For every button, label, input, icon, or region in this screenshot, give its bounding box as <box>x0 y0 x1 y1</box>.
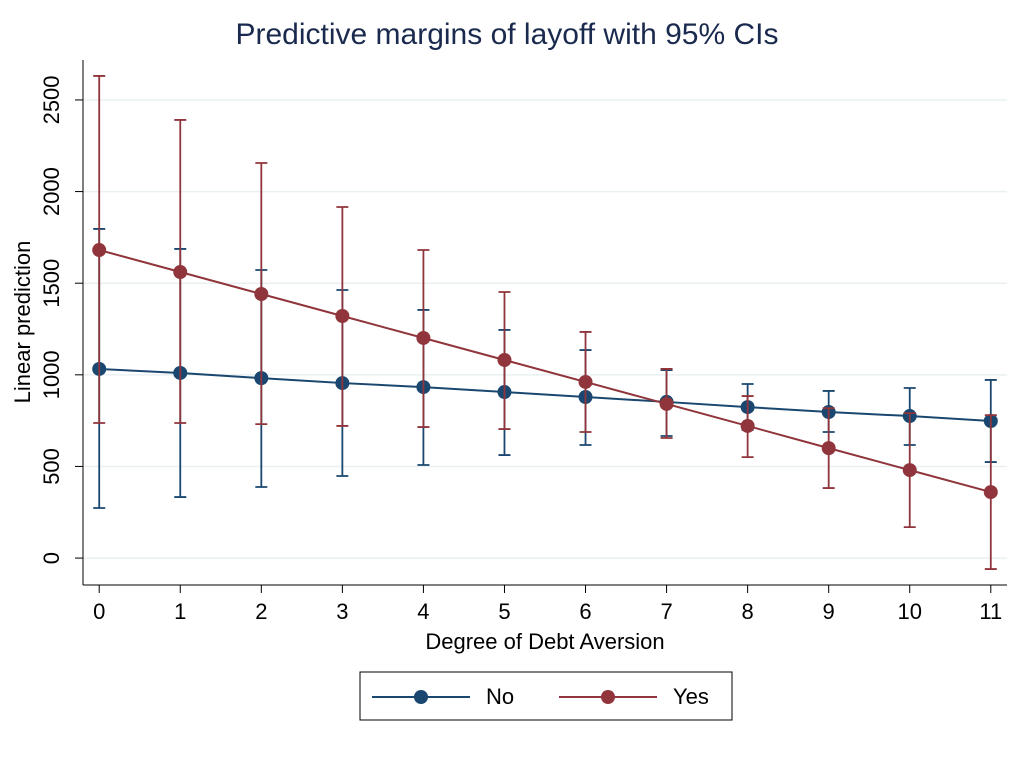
point <box>497 352 512 367</box>
y-tick-label: 2000 <box>39 167 64 216</box>
legend-marker <box>414 690 428 704</box>
point <box>254 287 269 302</box>
point <box>578 374 593 389</box>
point <box>983 485 998 500</box>
y-tick-label: 1500 <box>39 259 64 308</box>
x-tick-label: 1 <box>174 599 186 624</box>
x-tick-label: 9 <box>823 599 835 624</box>
point <box>902 463 917 478</box>
point <box>659 396 674 411</box>
series-line <box>99 367 991 422</box>
y-tick-label: 500 <box>39 448 64 485</box>
chart-title: Predictive margins of layoff with 95% CI… <box>235 18 778 51</box>
y-tick-label: 2500 <box>39 75 64 124</box>
x-tick-label: 4 <box>417 599 429 624</box>
x-tick-label: 8 <box>742 599 754 624</box>
point <box>92 243 107 258</box>
y-tick-label: 1000 <box>39 350 64 399</box>
legend-marker <box>601 690 615 704</box>
x-tick-label: 6 <box>579 599 591 624</box>
series-line <box>98 249 992 494</box>
x-tick-label: 7 <box>660 599 672 624</box>
x-tick-label: 0 <box>93 599 105 624</box>
y-tick-label: 0 <box>39 552 64 564</box>
x-tick-label: 11 <box>979 599 1002 624</box>
point <box>740 418 755 433</box>
y-axis-label: Linear prediction <box>10 241 35 404</box>
x-tick-label: 3 <box>336 599 348 624</box>
x-tick-label: 10 <box>897 599 921 624</box>
legend-label: Yes <box>673 684 709 709</box>
point <box>821 441 836 456</box>
legend-label: No <box>486 684 514 709</box>
x-axis-label: Degree of Debt Aversion <box>425 629 664 654</box>
point <box>173 265 188 280</box>
x-tick-label: 5 <box>498 599 510 624</box>
x-tick-label: 2 <box>255 599 267 624</box>
point <box>335 308 350 323</box>
point <box>416 330 431 345</box>
